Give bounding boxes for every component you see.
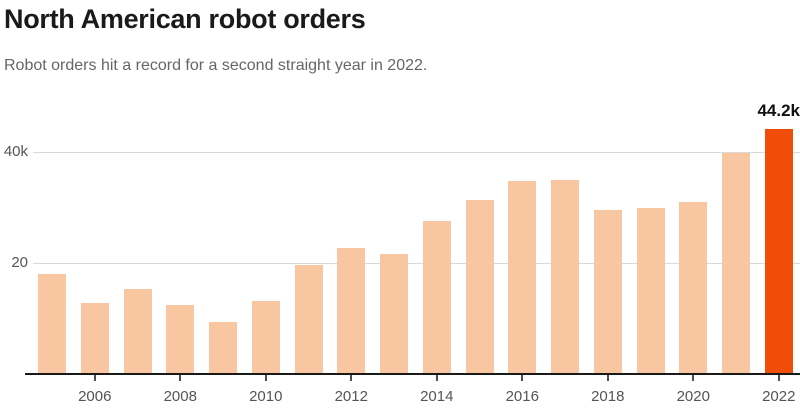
x-tick-2006	[93, 375, 96, 381]
x-axis-label-2010: 2010	[249, 388, 283, 405]
x-tick-2010	[264, 375, 267, 381]
bar-2017	[551, 179, 579, 373]
bar-2014	[422, 221, 451, 373]
bar-2015	[465, 200, 494, 373]
bar-2006	[80, 302, 109, 373]
bar-2012	[337, 247, 366, 373]
x-axis-label-2014: 2014	[420, 388, 454, 405]
x-tick-2016	[521, 375, 524, 381]
x-tick-2012	[350, 375, 353, 381]
x-tick-2014	[435, 375, 438, 381]
bar-2013	[380, 254, 408, 373]
x-tick-2008	[179, 375, 182, 381]
bar-2019	[636, 207, 665, 373]
bar-2010	[251, 301, 280, 373]
bar-2009	[209, 322, 237, 373]
peak-value-label: 44.2k	[757, 101, 800, 120]
page-title: North American robot orders	[4, 4, 366, 34]
bar-2020	[679, 201, 708, 373]
x-axis-label-2022: 2022	[762, 388, 796, 405]
x-tick-2018	[606, 375, 609, 381]
y-axis-label-40k: 40k	[3, 143, 28, 160]
x-tick-2020	[692, 375, 695, 381]
x-axis-label-2006: 2006	[78, 388, 112, 405]
x-axis-label-2018: 2018	[591, 388, 625, 405]
bar-2008	[166, 305, 195, 373]
chart-subtitle: Robot orders hit a record for a second s…	[4, 57, 428, 74]
x-axis-line	[25, 373, 800, 375]
bar-2011	[294, 265, 323, 373]
bar-2022	[764, 128, 793, 373]
bar-2021	[722, 153, 750, 373]
bar-2005	[38, 273, 66, 373]
gridline-20k	[33, 262, 800, 264]
gridline-40k	[33, 152, 800, 153]
x-axis-label-2016: 2016	[505, 388, 539, 405]
x-axis-label-2012: 2012	[334, 388, 368, 405]
x-tick-2022	[777, 375, 780, 381]
bar-2018	[593, 210, 622, 373]
x-axis-label-2020: 2020	[676, 388, 710, 405]
y-axis-label-20k: 20	[11, 253, 28, 271]
bar-2007	[123, 289, 152, 373]
bar-2016	[508, 181, 537, 373]
x-axis-label-2008: 2008	[163, 388, 197, 405]
